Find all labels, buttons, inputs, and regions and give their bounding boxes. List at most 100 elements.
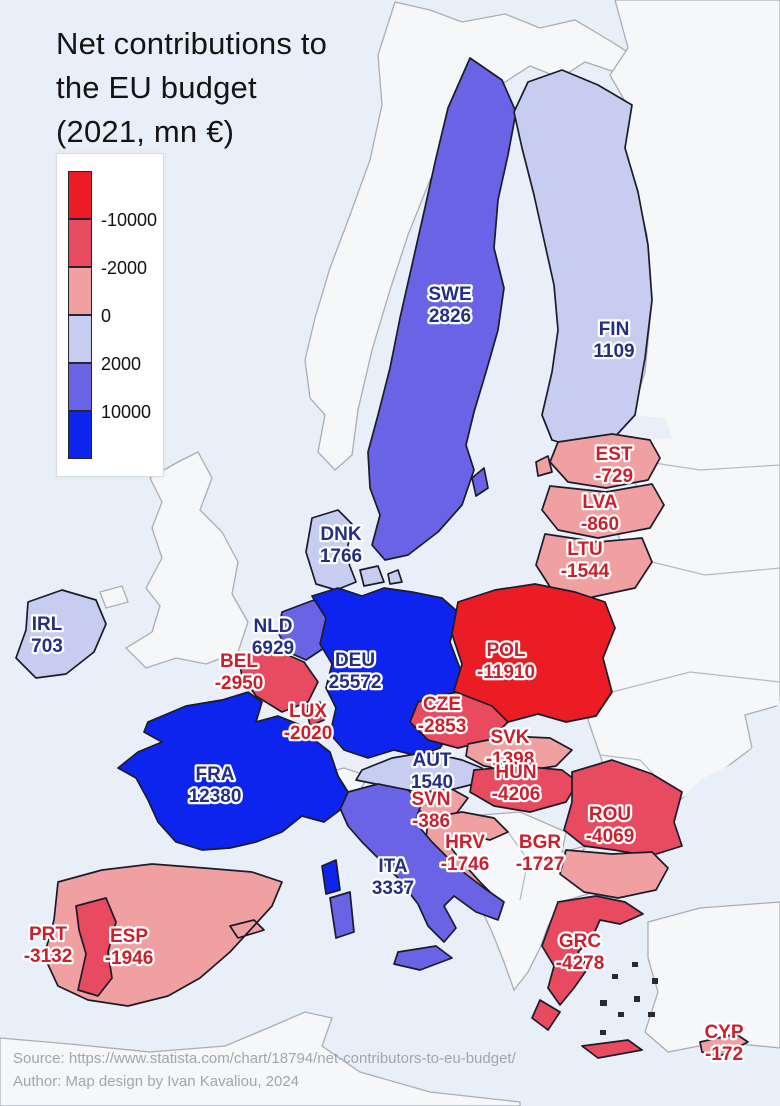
svg-text:CZE: CZE (423, 694, 461, 715)
svg-text:-1746: -1746 (441, 854, 490, 875)
svg-text:PRT: PRT (29, 924, 67, 945)
legend: -10000 -2000 0 2000 10000 (56, 153, 164, 477)
country-pol (451, 583, 616, 723)
svg-text:FRA: FRA (195, 764, 234, 785)
country-svk (465, 735, 573, 773)
legend-swatch (68, 267, 92, 315)
country-lux (305, 701, 325, 727)
country-rou (563, 759, 683, 857)
svg-text:1766: 1766 (320, 546, 362, 567)
author-line: Author: Map design by Ivan Kavaliou, 202… (13, 1072, 300, 1090)
svg-text:SVN: SVN (411, 789, 450, 810)
svg-text:1540: 1540 (411, 772, 453, 793)
svg-text:LVA: LVA (582, 492, 617, 513)
svg-text:-2020: -2020 (284, 723, 333, 744)
svg-text:FIN: FIN (599, 319, 630, 340)
svg-text:-2950: -2950 (215, 673, 264, 694)
svg-text:CYP: CYP (704, 1022, 743, 1043)
legend-tick-label: 2000 (101, 354, 142, 374)
svg-text:NLD: NLD (253, 616, 292, 637)
svg-text:-4069: -4069 (586, 826, 635, 847)
chart-title: Net contributions to the EU budget (2021… (56, 26, 328, 150)
country-fra-corsica (321, 859, 341, 895)
country-label-GRC: GRC-4278 (553, 929, 606, 977)
country-swe (367, 57, 517, 561)
svg-text:-2853: -2853 (418, 716, 467, 737)
black-sea (665, 700, 780, 890)
svg-text:AUT: AUT (412, 750, 451, 771)
svg-text:3337: 3337 (372, 878, 414, 899)
svg-text:-386: -386 (412, 811, 450, 832)
legend-swatch (68, 411, 92, 459)
country-ltu (535, 533, 653, 599)
country-cyp (699, 1033, 749, 1057)
legend-swatches: -10000 -2000 0 2000 10000 (57, 154, 163, 476)
country-label-ROU: ROU-4069 (583, 802, 636, 850)
svg-text:HUN: HUN (495, 762, 536, 783)
svg-text:LTU: LTU (567, 539, 603, 560)
svg-text:BGR: BGR (519, 832, 562, 853)
country-label-POL: POL-11910 (475, 638, 538, 686)
svg-text:703: 703 (31, 636, 63, 657)
svg-text:-11910: -11910 (477, 662, 535, 683)
country-label-BGR: BGR-1727 (513, 830, 566, 878)
country-label-HUN: HUN-4206 (489, 760, 542, 808)
svg-text:2826: 2826 (429, 306, 471, 327)
legend-swatch (68, 315, 92, 363)
country-ita (329, 783, 505, 971)
legend-swatch (68, 363, 92, 411)
svg-text:DNK: DNK (320, 524, 361, 545)
country-label-HRV: HRV-1746 (438, 830, 491, 878)
country-est (535, 433, 661, 489)
svg-text:-1544: -1544 (561, 561, 610, 582)
svg-text:25572: 25572 (329, 672, 382, 693)
legend-tick-label: -10000 (101, 210, 158, 230)
svg-text:-1727: -1727 (516, 854, 565, 875)
country-dnk (305, 509, 403, 591)
svg-text:SWE: SWE (428, 284, 471, 305)
svg-text:HRV: HRV (445, 832, 485, 853)
legend-tick-label: -2000 (101, 258, 148, 278)
region-turkey (644, 901, 780, 1053)
legend-tick-label: 0 (101, 306, 112, 326)
svg-text:-860: -860 (581, 514, 619, 535)
region-uk (99, 451, 249, 669)
legend-swatch (68, 171, 92, 219)
svg-text:EST: EST (596, 444, 633, 465)
country-label-PRT: PRT-3132 (21, 922, 74, 970)
source-attribution: Source: https://www.statista.com/chart/1… (13, 1048, 516, 1093)
svg-text:IRL: IRL (32, 614, 63, 635)
country-bel (237, 649, 319, 713)
source-line: Source: https://www.statista.com/chart/1… (13, 1050, 516, 1067)
noneu-internal-borders (507, 461, 780, 927)
country-irl (15, 589, 107, 679)
svg-text:DEU: DEU (335, 650, 375, 671)
svg-text:SVK: SVK (490, 727, 529, 748)
country-label-LVA: LVA-860 (579, 490, 622, 538)
svg-text:GRC: GRC (559, 931, 602, 952)
svg-text:-1398: -1398 (486, 749, 535, 770)
legend-swatch (68, 219, 92, 267)
svg-text:ROU: ROU (589, 804, 631, 825)
svg-text:-3132: -3132 (24, 946, 73, 967)
country-label-SVK: SVK-1398 (483, 725, 536, 773)
svg-text:1109: 1109 (593, 341, 634, 362)
region-north-africa (0, 1011, 521, 1106)
country-label-LUX: LUX-2020 (281, 699, 334, 747)
svg-text:6929: 6929 (252, 638, 294, 659)
country-label-LTU: LTU-1544 (558, 537, 612, 585)
svg-text:BEL: BEL (220, 651, 258, 672)
svg-text:-172: -172 (705, 1044, 743, 1065)
country-prt (75, 897, 117, 997)
svg-text:-729: -729 (595, 466, 633, 487)
region-norway (304, 1, 642, 471)
